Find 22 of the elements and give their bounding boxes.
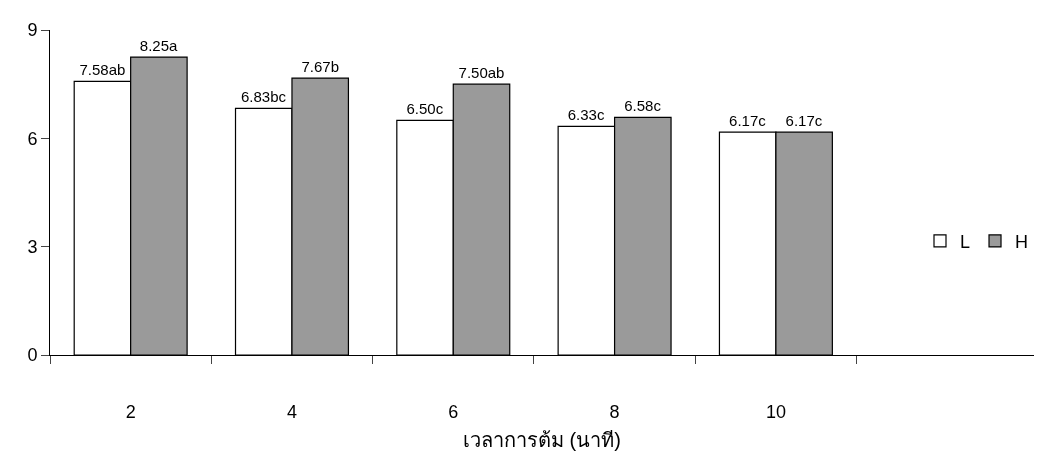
- legend-label: L: [960, 231, 971, 252]
- x-tick-label: 6: [448, 401, 459, 422]
- data-label: 6.83bc: [240, 88, 287, 106]
- x-tick-label: 8: [609, 401, 620, 422]
- data-label: 7.58ab: [79, 61, 126, 79]
- data-label: 6.50c: [406, 100, 444, 118]
- data-label: 8.25a: [139, 37, 178, 55]
- x-tick-label: 10: [765, 401, 786, 422]
- y-tick-label: 0: [27, 345, 38, 366]
- x-axis-title: เวลาการต้ม (นาที): [463, 429, 621, 452]
- x-tick-label: 2: [125, 401, 136, 422]
- data-label: 6.17c: [729, 112, 767, 130]
- y-tick-label: 9: [27, 20, 38, 41]
- x-tick-label: 4: [286, 401, 297, 422]
- data-label: 6.17c: [785, 112, 823, 130]
- y-tick-label: 6: [27, 128, 38, 149]
- legend-label: H: [1015, 231, 1029, 252]
- data-label: 7.50ab: [458, 64, 505, 82]
- data-label: 7.67b: [301, 58, 339, 76]
- data-label: 6.58c: [624, 97, 662, 115]
- y-tick-label: 3: [27, 236, 38, 257]
- data-label: 6.33c: [567, 106, 605, 124]
